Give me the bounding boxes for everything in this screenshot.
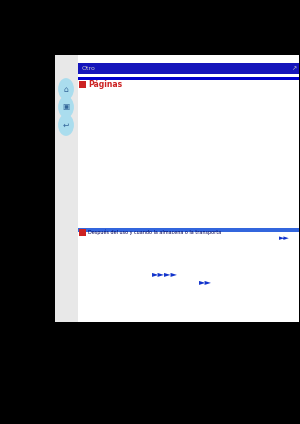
Text: ⌂: ⌂ [64,84,68,94]
Text: Páginas: Páginas [88,80,122,89]
Text: Otro: Otro [82,66,96,71]
Bar [79,229,86,236]
Text: ↗: ↗ [291,66,296,71]
Text: ►►: ►► [279,235,290,241]
Bar [79,81,86,88]
Circle shape [59,97,73,117]
Circle shape [59,115,73,135]
Text: ▣: ▣ [62,103,70,112]
Text: ↩: ↩ [63,120,69,129]
Bar [78,228,299,232]
Text: Después del uso y cuando la almacena o la transporta: Después del uso y cuando la almacena o l… [88,230,221,235]
Bar [55,55,299,322]
Bar [55,55,78,322]
Text: ►►►►: ►►►► [152,270,178,279]
Text: ►►: ►► [199,277,212,287]
Bar [78,63,299,74]
Circle shape [59,79,73,99]
Bar [78,77,299,80]
